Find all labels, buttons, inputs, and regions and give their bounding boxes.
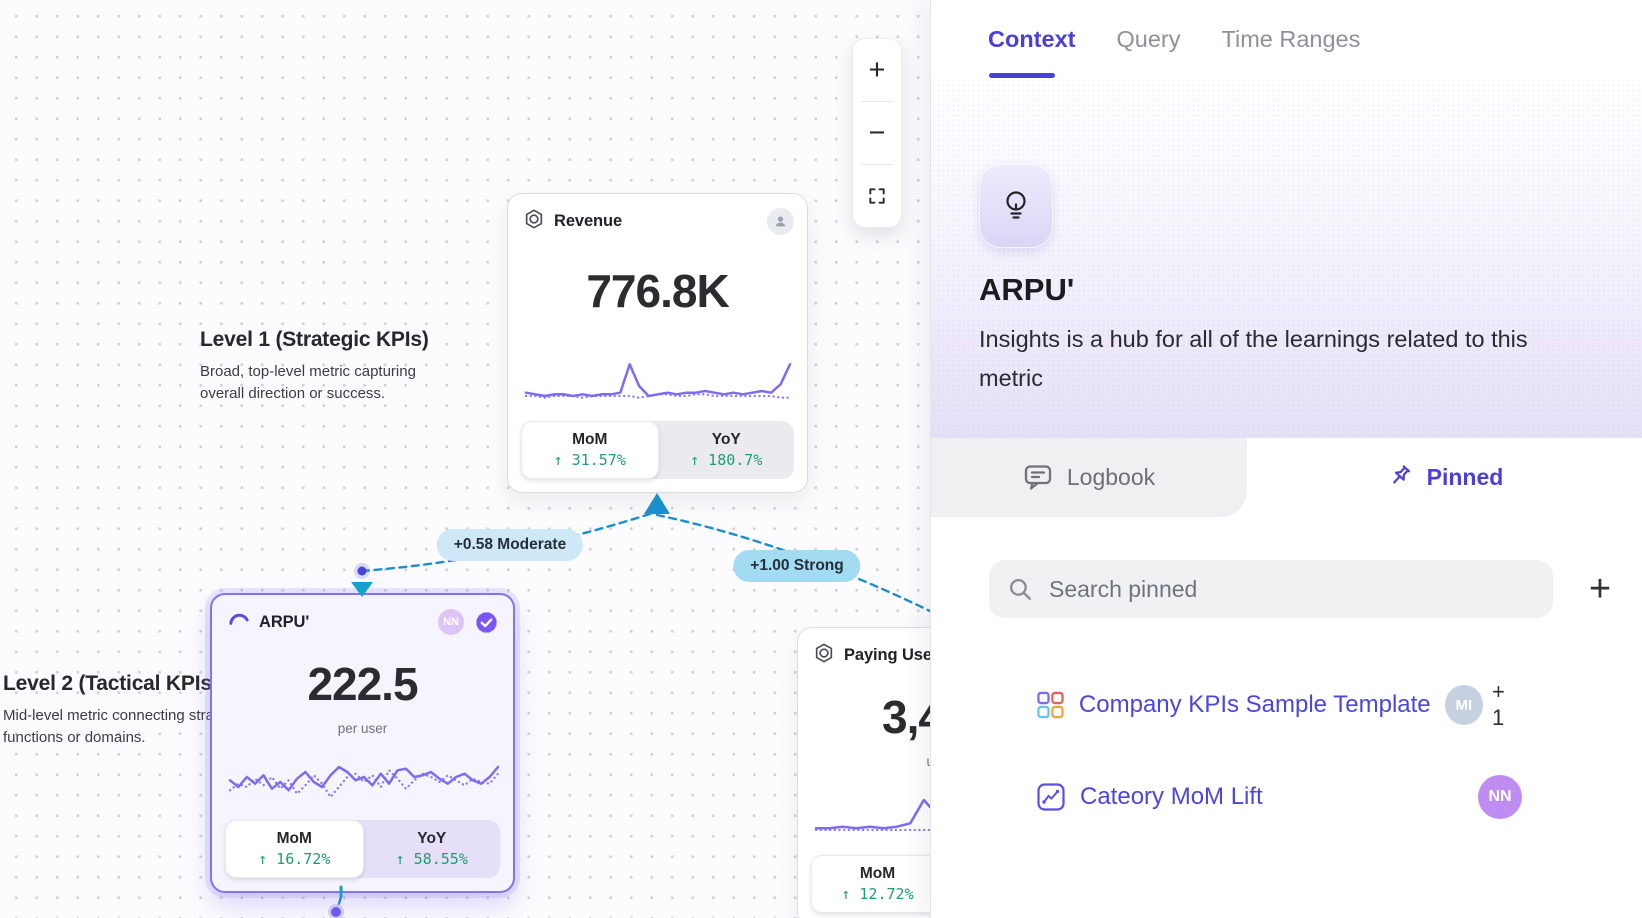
- mom-toggle[interactable]: MoM ↑ 31.57%: [521, 421, 659, 479]
- divider: [861, 164, 893, 165]
- yoy-change: ↑ 180.7%: [690, 451, 763, 469]
- logbook-comment-icon: [1024, 465, 1052, 490]
- hexagon-metric-icon: [523, 208, 545, 235]
- owner-badge: NN: [438, 609, 464, 635]
- pinned-view-button[interactable]: Pinned: [1247, 438, 1642, 517]
- zoom-in-button[interactable]: +: [868, 53, 886, 86]
- level1-title: Level 1 (Strategic KPIs): [200, 328, 429, 351]
- card-header: Revenue: [523, 207, 794, 235]
- edge-node-dot: [331, 907, 341, 917]
- yoy-toggle[interactable]: YoY ↑ 58.55%: [364, 820, 501, 878]
- metric-name-heading: ARPU': [979, 272, 1075, 307]
- logbook-view-button[interactable]: Logbook: [931, 438, 1247, 517]
- context-panel: Context Query Time Ranges ARPU' Insights…: [930, 0, 1642, 918]
- card-header: Paying Users': [813, 641, 1075, 669]
- level2-title: Level 2 (Tactical KPIs): [3, 672, 219, 695]
- metric-card-arpu[interactable]: ARPU' NN 222.5 per user: [210, 593, 515, 893]
- search-input[interactable]: [1049, 575, 1535, 603]
- line-chart-icon: [1037, 783, 1065, 811]
- card-title: Paying Users': [844, 645, 952, 664]
- level1-description: Broad, top-level metric capturing overal…: [200, 363, 416, 402]
- pinned-item-chart[interactable]: Cateory MoM Lift NN: [1036, 773, 1522, 821]
- lightbulb-icon: [1006, 191, 1026, 219]
- metric-card-revenue[interactable]: Revenue 776.8K MoM ↑ 31.57% YoY ↑ 180.7%: [507, 193, 808, 493]
- change-toggle-group: MoM ↑ 16.72% YoY ↑ 58.55%: [225, 820, 500, 878]
- pinned-item-label: Company KPIs Sample Template: [1078, 691, 1431, 718]
- metric-value: 222.5: [307, 658, 418, 710]
- edge-node-dot: [357, 566, 367, 576]
- mom-toggle[interactable]: MoM ↑ 16.72%: [225, 820, 364, 878]
- metric-unit: per user: [337, 721, 388, 736]
- edge-label-moderate[interactable]: +0.58 Moderate: [436, 529, 584, 561]
- card-title: Revenue: [554, 211, 623, 230]
- yoy-label: YoY: [711, 431, 741, 448]
- level1-annotation: Level 1 (Strategic KPIs) Broad, top-leve…: [200, 328, 440, 405]
- tab-time-ranges[interactable]: Time Ranges: [1221, 25, 1361, 52]
- tab-query[interactable]: Query: [1116, 25, 1181, 52]
- panel-view-switcher: Logbook Pinned: [931, 438, 1642, 517]
- add-pinned-button[interactable]: +: [1588, 567, 1612, 610]
- mom-label: MoM: [859, 865, 896, 882]
- canvas-zoom-toolbar: + −: [852, 38, 902, 228]
- search-icon: [1010, 578, 1031, 600]
- metric-description: Insights is a hub for all of the learnin…: [979, 326, 1528, 391]
- avatar: MI: [1444, 685, 1484, 725]
- divider: [861, 101, 893, 102]
- metric-hero: ARPU' Insights is a hub for all of the l…: [931, 78, 1642, 438]
- owner-avatar-icon[interactable]: [767, 207, 794, 235]
- grid-template-icon: [1037, 691, 1064, 719]
- zoom-out-button[interactable]: −: [868, 116, 886, 149]
- mom-change: ↑ 12.72%: [841, 885, 914, 903]
- pinned-label: Pinned: [1426, 464, 1504, 490]
- pinned-search: [989, 560, 1553, 618]
- level2-description: Mid-level metric connecting strategy to …: [3, 707, 259, 746]
- pinned-item-label: Cateory MoM Lift: [1080, 783, 1263, 810]
- fullscreen-icon: [869, 188, 885, 204]
- insight-tile: [979, 164, 1053, 248]
- edge-arrowhead-icon: [644, 493, 670, 514]
- fit-view-button[interactable]: [853, 165, 901, 227]
- card-title: ARPU': [259, 612, 310, 631]
- mom-toggle[interactable]: MoM ↑ 12.72%: [811, 855, 944, 913]
- sparkline: [228, 765, 500, 799]
- hexagon-metric-icon: [813, 642, 835, 669]
- pinned-item-template[interactable]: Company KPIs Sample Template MI + 1: [1036, 679, 1522, 730]
- avatar: NN: [1478, 775, 1522, 819]
- metric-value: 776.8K: [586, 265, 729, 317]
- mom-change: ↑ 31.57%: [553, 451, 626, 469]
- yoy-toggle[interactable]: YoY ↑ 180.7%: [659, 421, 795, 479]
- arc-metric-icon: [227, 608, 250, 636]
- yoy-change: ↑ 58.55%: [395, 850, 468, 868]
- panel-tabbar: Context Query Time Ranges: [931, 0, 1642, 78]
- change-toggle-group: MoM ↑ 31.57% YoY ↑ 180.7%: [521, 421, 794, 479]
- logbook-label: Logbook: [1066, 464, 1156, 490]
- level2-annotation: Level 2 (Tactical KPIs) Mid-level metric…: [3, 672, 273, 749]
- card-header: ARPU' NN: [227, 608, 500, 636]
- pushpin-icon: [1392, 465, 1410, 484]
- tab-context[interactable]: Context: [988, 0, 1075, 78]
- edge-label-strong[interactable]: +1.00 Strong: [733, 550, 861, 582]
- extra-collaborators-count: + 1: [1492, 679, 1505, 730]
- yoy-label: YoY: [417, 830, 447, 847]
- mom-change: ↑ 16.72%: [258, 850, 331, 868]
- verified-seal-icon: [473, 609, 500, 636]
- mom-label: MoM: [276, 830, 312, 847]
- mom-label: MoM: [572, 431, 608, 448]
- sparkline: [524, 363, 792, 399]
